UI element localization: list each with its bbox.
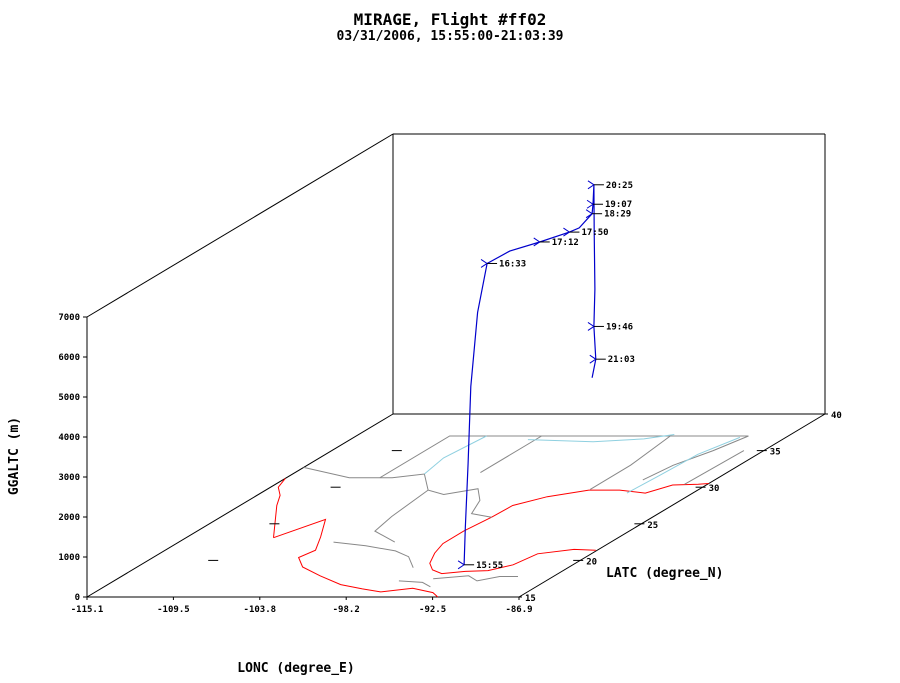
flight-track-line bbox=[463, 184, 597, 565]
time-label: 19:07 bbox=[605, 200, 632, 210]
direction-arrow bbox=[586, 199, 594, 209]
time-label: 21:03 bbox=[608, 355, 635, 365]
border-us-mexico bbox=[303, 466, 492, 518]
x-tick-label: -86.9 bbox=[505, 605, 532, 615]
z-tick-label: 5000 bbox=[58, 393, 80, 403]
axis-ticks: -115.1 -109.5 -103.8 -98.2 -92.5 -86.915 20 25 3… bbox=[58, 313, 842, 615]
y-axis-title: LATC (degree_N) bbox=[606, 566, 723, 581]
time-label: 17:12 bbox=[552, 238, 579, 248]
z-tick-label: 1000 bbox=[58, 553, 80, 563]
x-tick-label: -115.1 bbox=[71, 605, 104, 615]
x-tick-label: -103.8 bbox=[244, 605, 277, 615]
state-line-ms-al bbox=[684, 450, 745, 485]
river-mississippi bbox=[626, 436, 741, 494]
y-tick-label: 15 bbox=[525, 594, 536, 604]
y-tick-label: 40 bbox=[831, 411, 842, 421]
state-line-tx-la bbox=[589, 435, 671, 490]
z-tick-label: 3000 bbox=[58, 473, 80, 483]
x-tick-label: -109.5 bbox=[157, 605, 190, 615]
direction-arrow bbox=[533, 237, 541, 247]
x-tick-label: -98.2 bbox=[333, 605, 360, 615]
time-label: 16:33 bbox=[499, 259, 526, 269]
coastline-gulf-mexico bbox=[429, 516, 596, 575]
time-label: 17:50 bbox=[581, 228, 608, 238]
x-axis-title: LONC (degree_E) bbox=[237, 661, 354, 676]
z-axis-title: GGALTC (m) bbox=[7, 417, 22, 495]
y-tick-label: 35 bbox=[770, 448, 781, 458]
time-label: 19:46 bbox=[606, 322, 633, 332]
coastline-pacific bbox=[273, 518, 439, 598]
direction-arrow bbox=[587, 180, 595, 190]
river-rio-grande bbox=[424, 435, 487, 475]
state-line-nm-tx bbox=[480, 435, 542, 474]
time-label: 15:55 bbox=[476, 561, 503, 571]
map-basemap bbox=[273, 434, 749, 598]
z-tick-label: 0 bbox=[75, 593, 80, 603]
floor-left-edge bbox=[86, 413, 394, 598]
mex-state-lines-2 bbox=[374, 489, 429, 543]
z-tick-label: 2000 bbox=[58, 513, 80, 523]
mex-state-lines-3 bbox=[433, 575, 518, 582]
x-tick-label: -92.5 bbox=[419, 605, 446, 615]
plot-frame bbox=[86, 133, 826, 598]
y-tick-label: 25 bbox=[647, 521, 658, 531]
y-tick-label: 30 bbox=[709, 484, 720, 494]
time-label: 20:25 bbox=[606, 181, 633, 191]
river-arkansas bbox=[527, 434, 675, 443]
y-axis-line bbox=[518, 413, 826, 598]
state-lines-north bbox=[379, 435, 749, 479]
mex-state-lines-4 bbox=[398, 580, 431, 588]
direction-arrow bbox=[457, 560, 465, 570]
y-tick-label: 20 bbox=[586, 557, 597, 567]
direction-arrow bbox=[589, 354, 597, 364]
direction-arrow bbox=[587, 322, 595, 331]
z-tick-label: 7000 bbox=[58, 313, 80, 323]
coastline-baja-east bbox=[273, 478, 286, 538]
chart-subtitle: 03/31/2006, 15:55:00-21:03:39 bbox=[337, 29, 564, 44]
mex-state-lines-1 bbox=[333, 541, 414, 568]
state-line-mississippi bbox=[642, 435, 749, 481]
direction-arrow bbox=[585, 209, 594, 219]
z-tick-label: 6000 bbox=[58, 353, 80, 363]
direction-arrow bbox=[480, 259, 488, 268]
chart-title: MIRAGE, Flight #ff02 bbox=[354, 10, 547, 29]
time-label: 18:29 bbox=[604, 210, 631, 220]
direction-arrow bbox=[563, 227, 571, 237]
coastline-gulf-us bbox=[491, 483, 709, 518]
left-wall-top-edge bbox=[86, 133, 394, 318]
z-tick-label: 4000 bbox=[58, 433, 80, 443]
